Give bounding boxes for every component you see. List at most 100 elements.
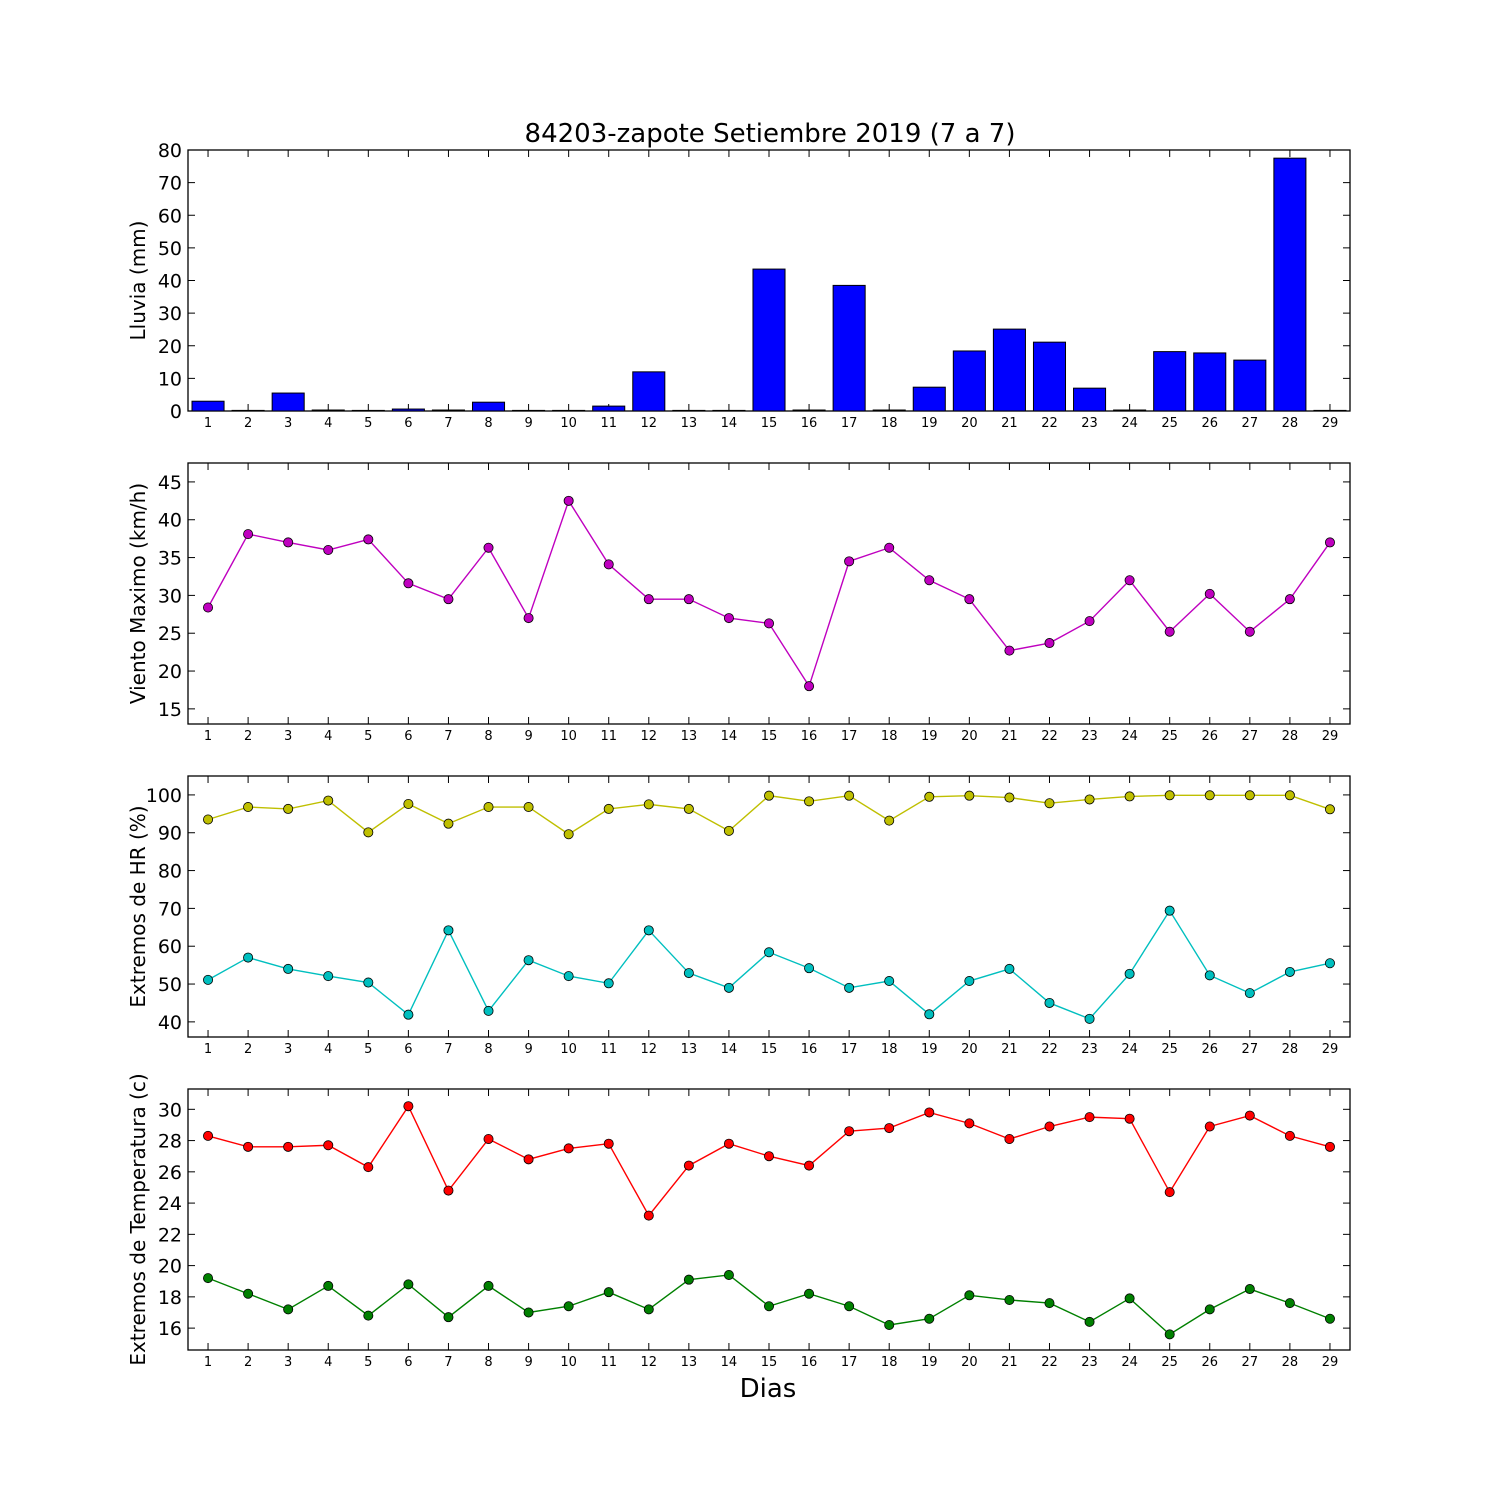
y-axis-label: Viento Maximo (km/h) bbox=[126, 483, 150, 704]
x-tick-label: 10 bbox=[560, 1355, 577, 1370]
x-tick-label: 4 bbox=[324, 416, 332, 431]
data-point bbox=[643, 1304, 654, 1315]
y-tick-label: 18 bbox=[158, 1287, 182, 1309]
data-point bbox=[1284, 966, 1295, 977]
data-point bbox=[483, 1280, 494, 1291]
data-point bbox=[764, 947, 775, 958]
x-tick-label: 21 bbox=[1001, 1042, 1018, 1057]
x-tick-label: 16 bbox=[801, 1355, 818, 1370]
data-point bbox=[683, 594, 694, 605]
data-point bbox=[723, 1138, 734, 1149]
x-tick-label: 26 bbox=[1201, 1042, 1218, 1057]
data-point bbox=[844, 556, 855, 567]
x-tick-label: 13 bbox=[681, 1355, 698, 1370]
x-tick-label: 9 bbox=[524, 729, 532, 744]
x-tick-label: 22 bbox=[1041, 416, 1058, 431]
data-point bbox=[1044, 1298, 1055, 1309]
x-tick-label: 17 bbox=[841, 1042, 858, 1057]
data-point bbox=[323, 971, 334, 982]
data-point bbox=[1004, 645, 1015, 656]
data-point bbox=[1124, 968, 1135, 979]
bar-day-3 bbox=[271, 392, 305, 412]
x-tick-label: 5 bbox=[364, 1042, 372, 1057]
x-tick-label: 1 bbox=[204, 729, 212, 744]
x-tick-label: 11 bbox=[600, 729, 617, 744]
x-tick-label: 7 bbox=[444, 416, 452, 431]
data-point bbox=[723, 982, 734, 993]
x-tick-label: 12 bbox=[641, 416, 658, 431]
x-tick-label: 20 bbox=[961, 1042, 978, 1057]
x-tick-label: 6 bbox=[404, 729, 412, 744]
y-tick-label: 15 bbox=[158, 699, 182, 721]
data-point bbox=[1164, 790, 1175, 801]
x-tick-label: 14 bbox=[721, 1355, 738, 1370]
data-point bbox=[363, 827, 374, 838]
data-point bbox=[523, 955, 534, 966]
x-tick-label: 8 bbox=[484, 1355, 492, 1370]
data-point bbox=[363, 1310, 374, 1321]
x-tick-label: 26 bbox=[1201, 729, 1218, 744]
bar-day-18 bbox=[872, 409, 906, 412]
bar-day-16 bbox=[792, 409, 826, 412]
x-tick-label: 1 bbox=[204, 1355, 212, 1370]
x-tick-label: 18 bbox=[881, 729, 898, 744]
x-tick-label: 8 bbox=[484, 416, 492, 431]
x-tick-label: 24 bbox=[1121, 1042, 1138, 1057]
y-tick-label: 40 bbox=[158, 510, 182, 532]
bar-day-25 bbox=[1153, 351, 1187, 412]
x-tick-label: 11 bbox=[600, 416, 617, 431]
x-tick-label: 25 bbox=[1161, 1355, 1178, 1370]
x-tick-label: 8 bbox=[484, 729, 492, 744]
bar-day-22 bbox=[1032, 341, 1067, 412]
data-point bbox=[323, 1140, 334, 1151]
x-tick-label: 18 bbox=[881, 1042, 898, 1057]
data-point bbox=[723, 825, 734, 836]
x-tick-label: 3 bbox=[284, 416, 292, 431]
data-point bbox=[523, 802, 534, 813]
data-point bbox=[1244, 1284, 1255, 1295]
bar-day-20 bbox=[952, 350, 986, 412]
x-tick-label: 19 bbox=[921, 1042, 938, 1057]
data-point bbox=[643, 799, 654, 810]
data-point bbox=[203, 1130, 214, 1141]
data-point bbox=[483, 542, 494, 553]
x-tick-label: 4 bbox=[324, 729, 332, 744]
x-tick-label: 14 bbox=[721, 1042, 738, 1057]
data-point bbox=[804, 1288, 815, 1299]
data-point bbox=[363, 977, 374, 988]
x-tick-label: 27 bbox=[1242, 1042, 1259, 1057]
data-point bbox=[1004, 1134, 1015, 1145]
bar-day-6 bbox=[391, 408, 425, 412]
data-point bbox=[283, 1304, 294, 1315]
bar-day-5 bbox=[351, 409, 385, 412]
data-point bbox=[643, 1210, 654, 1221]
data-point bbox=[523, 1307, 534, 1318]
data-point bbox=[1084, 1112, 1095, 1123]
x-tick-label: 28 bbox=[1282, 1355, 1299, 1370]
data-point bbox=[884, 976, 895, 987]
data-point bbox=[804, 796, 815, 807]
data-point bbox=[643, 925, 654, 936]
y-tick-label: 60 bbox=[158, 205, 182, 227]
bar-day-17 bbox=[832, 284, 866, 412]
data-point bbox=[884, 1319, 895, 1330]
x-tick-label: 7 bbox=[444, 1355, 452, 1370]
x-tick-label: 18 bbox=[881, 416, 898, 431]
y-axis-label: Lluvia (mm) bbox=[126, 221, 150, 341]
data-point bbox=[1204, 970, 1215, 981]
data-point bbox=[443, 818, 454, 829]
data-point bbox=[243, 529, 254, 540]
data-point bbox=[643, 594, 654, 605]
data-point bbox=[723, 613, 734, 624]
x-tick-label: 5 bbox=[364, 1355, 372, 1370]
data-point bbox=[964, 1290, 975, 1301]
x-tick-label: 11 bbox=[600, 1355, 617, 1370]
y-axis-label: Extremos de Temperatura (c) bbox=[126, 1073, 150, 1365]
x-tick-label: 2 bbox=[244, 1355, 252, 1370]
bar-day-9 bbox=[512, 409, 546, 412]
data-point bbox=[1324, 1313, 1335, 1324]
data-point bbox=[1084, 1316, 1095, 1327]
bar-day-10 bbox=[552, 409, 586, 412]
